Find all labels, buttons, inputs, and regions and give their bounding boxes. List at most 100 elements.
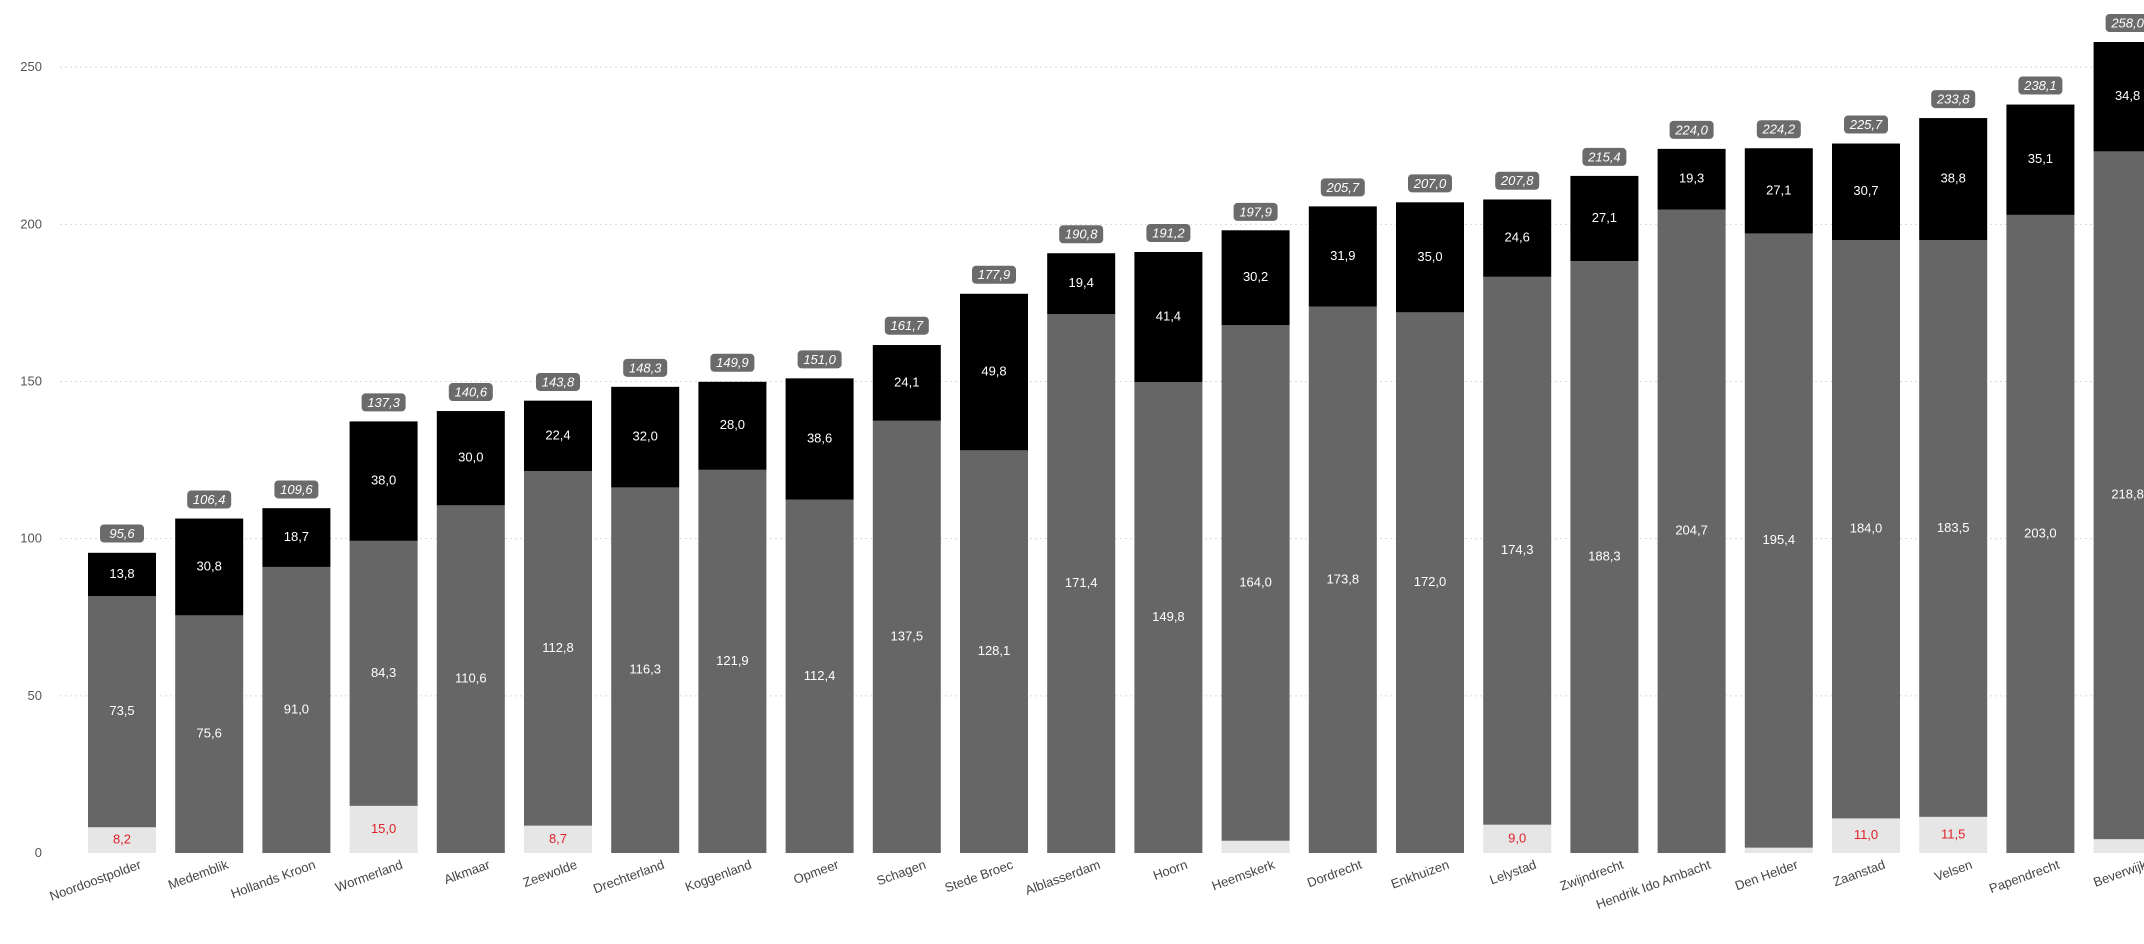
segment-label: 164,0 (1239, 574, 1272, 589)
bar-segment (1221, 325, 1290, 841)
bar-group: 128,1 49,8 177,9 (960, 265, 1028, 853)
segment-label: 31,9 (1330, 248, 1355, 263)
bar-segment (785, 378, 854, 500)
total-badge (100, 524, 144, 543)
bar-segment (1483, 276, 1552, 825)
x-tick-label: Enkhuizen (1389, 857, 1451, 892)
segment-label: 171,4 (1065, 575, 1098, 590)
bar-group: 9,0 174,3 24,6 207,8 (1483, 171, 1552, 853)
bar-segment (1221, 230, 1290, 326)
bar-group: 116,3 32,0 148,3 (611, 358, 680, 853)
bar-group: 172,0 35,0 207,0 (1396, 174, 1464, 853)
bar-segment (960, 293, 1028, 451)
segment-label: 41,4 (1156, 308, 1181, 323)
bar-segment (698, 381, 767, 470)
segment-label: 173,8 (1327, 571, 1360, 586)
bar-group: 195,4 27,1 224,2 (1744, 120, 1813, 853)
bar-group: 164,0 30,2 197,9 (1221, 202, 1290, 853)
total-label: 233,8 (1936, 92, 1970, 107)
bar-group: 11,5 183,5 38,8 233,8 (1919, 90, 1988, 853)
bar-segment (1657, 209, 1726, 853)
segment-label: 128,1 (978, 643, 1011, 658)
bar-segment (1483, 824, 1552, 853)
total-label: 137,3 (367, 395, 400, 410)
segment-label: 30,7 (1853, 183, 1878, 198)
x-tick-label: Dordrecht (1305, 857, 1364, 891)
total-badge (1756, 120, 1801, 139)
x-tick-label: Zaanstad (1831, 857, 1887, 890)
bar-segment (960, 450, 1028, 853)
bar-group: 91,0 18,7 109,6 (262, 480, 331, 853)
bar-segment (1221, 840, 1290, 853)
segment-label: 9,0 (1508, 830, 1526, 845)
total-badge (1059, 225, 1104, 244)
segment-label: 24,1 (894, 374, 919, 389)
bar-group: 8,7 112,8 22,4 143,8 (524, 372, 592, 853)
total-badge (274, 480, 319, 499)
total-badge (972, 265, 1016, 284)
total-badge (1844, 115, 1888, 134)
x-tick-label: Zeewolde (521, 857, 579, 890)
segment-label: 110,6 (455, 671, 487, 686)
segment-label: 30,0 (458, 450, 483, 465)
segment-label: 19,4 (1069, 275, 1094, 290)
bar-segment (872, 420, 941, 853)
bar-segment (1047, 253, 1116, 315)
total-badge (710, 353, 755, 372)
total-label: 151,0 (803, 352, 836, 367)
total-badge (2105, 14, 2144, 32)
total-badge (1669, 120, 1714, 139)
y-tick-label: 150 (20, 373, 42, 388)
total-label: 140,6 (455, 384, 488, 399)
total-label: 95,6 (109, 526, 135, 541)
total-label: 207,8 (1500, 173, 1534, 188)
segment-label: 73,5 (109, 703, 134, 718)
x-tick-label: Medemblik (166, 857, 231, 893)
bar-group: 110,6 30,0 140,6 (436, 383, 505, 853)
bar-segment (1570, 261, 1639, 854)
bar-group: 149,8 41,4 191,2 (1134, 223, 1203, 853)
bar-group: 8,2 73,5 13,8 95,6 (88, 524, 156, 853)
bar-segment (2093, 839, 2144, 853)
bar-group: 75,6 30,8 106,4 (175, 490, 244, 853)
total-label: 161,7 (891, 318, 924, 333)
bar-group: 11,0 184,0 30,7 225,7 (1832, 115, 1900, 853)
total-badge (1320, 178, 1365, 197)
bar-segment (1134, 382, 1203, 853)
bar-segment (2006, 214, 2075, 854)
segment-label: 19,3 (1679, 171, 1704, 186)
segment-label: 27,1 (1592, 210, 1617, 225)
segment-label: 112,4 (804, 668, 836, 683)
bar-segment (1744, 148, 1813, 234)
segment-label: 11,0 (1854, 827, 1878, 842)
bar-segment (1308, 206, 1377, 307)
bar-segment (1919, 240, 1988, 817)
bar-segment (262, 566, 331, 853)
bar-segment (2006, 104, 2075, 215)
bar-segment (88, 596, 156, 828)
bar-segment (2093, 42, 2144, 152)
total-badge (1233, 202, 1278, 221)
bar-segment (1570, 175, 1639, 262)
segment-label: 35,1 (2028, 151, 2053, 166)
total-label: 177,9 (978, 267, 1011, 282)
x-tick-label: Lelystad (1488, 857, 1539, 888)
bars: 8,2 73,5 13,8 95,6 75,6 30,8 106,4 91,0 18,7 109,… (88, 14, 2144, 854)
bar-group: 121,9 28,0 149,9 (698, 353, 767, 853)
segment-label: 203,0 (2024, 525, 2057, 540)
bar-segment (524, 400, 592, 472)
x-tick-label: Hoorn (1151, 857, 1189, 883)
total-badge (1495, 171, 1540, 190)
total-label: 106,4 (193, 492, 226, 507)
segment-label: 11,5 (1941, 826, 1965, 841)
segment-label: 184,0 (1850, 521, 1883, 536)
segment-label: 188,3 (1588, 548, 1621, 563)
total-label: 149,9 (716, 355, 749, 370)
segment-label: 38,6 (807, 430, 832, 445)
total-badge (797, 350, 842, 369)
bar-segment (1919, 816, 1988, 853)
total-label: 148,3 (629, 360, 662, 375)
bar-segment (1744, 233, 1813, 848)
